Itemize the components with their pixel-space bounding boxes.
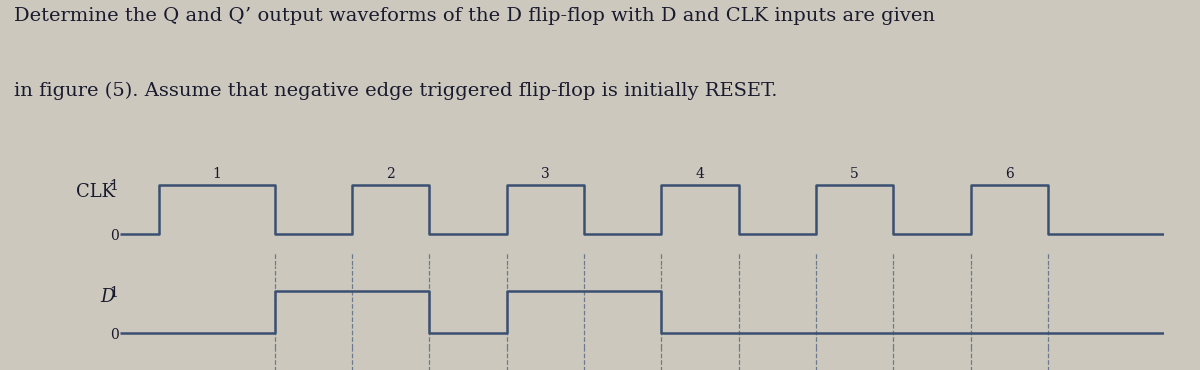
Text: in figure (5). Assume that negative edge triggered flip-flop is initially RESET.: in figure (5). Assume that negative edge… (14, 81, 778, 100)
Text: 1: 1 (212, 167, 221, 181)
Text: 5: 5 (851, 167, 859, 181)
Text: 2: 2 (386, 167, 395, 181)
Text: Determine the Q and Q’ output waveforms of the D flip-flop with D and CLK inputs: Determine the Q and Q’ output waveforms … (14, 7, 936, 26)
Text: 3: 3 (541, 167, 550, 181)
Text: 6: 6 (1004, 167, 1014, 181)
Text: CLK: CLK (76, 183, 115, 201)
Text: 4: 4 (696, 167, 704, 181)
Text: D: D (101, 288, 115, 306)
